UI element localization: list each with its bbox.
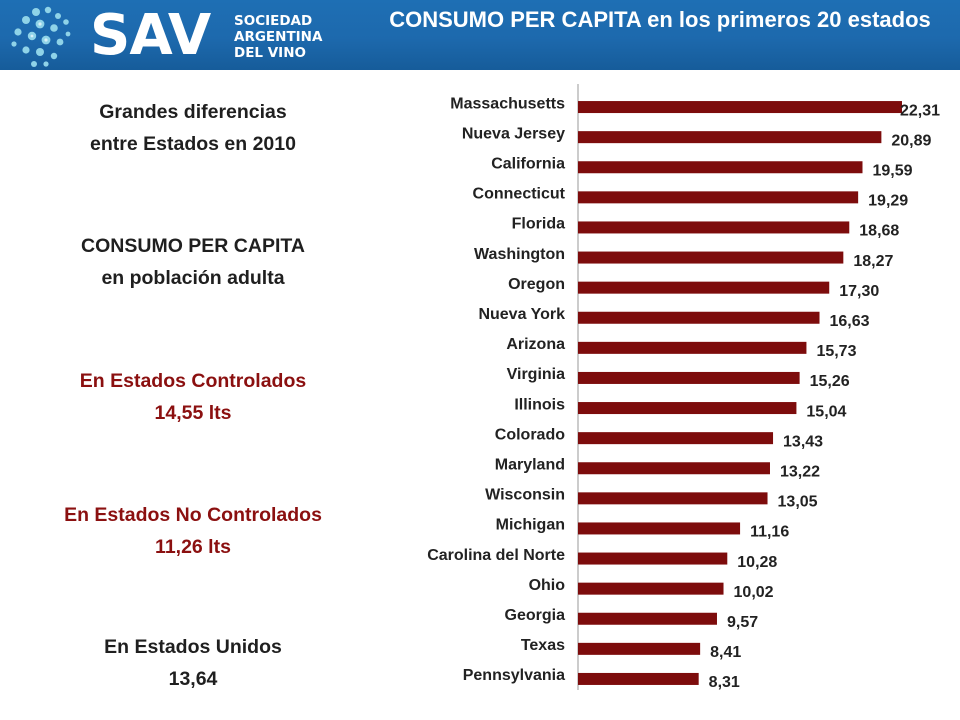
category-label: Michigan <box>496 517 565 534</box>
metric-heading: CONSUMO PER CAPITA en población adulta <box>18 230 368 294</box>
data-label: 18,27 <box>853 253 893 270</box>
category-label: Georgia <box>505 607 566 624</box>
sav-logo: SAV SOCIEDAD ARGENTINA DEL VINO <box>6 3 322 68</box>
metric-heading-line-2: en población adulta <box>101 267 285 289</box>
grape-dots-icon <box>11 6 71 67</box>
logo-subtitle: SOCIEDAD ARGENTINA DEL VINO <box>234 13 344 61</box>
category-label: Massachusetts <box>450 95 565 112</box>
data-label: 18,68 <box>859 223 899 240</box>
bar <box>578 161 863 174</box>
bar <box>578 612 717 625</box>
bar <box>578 131 882 144</box>
us-total-stat: En Estados Unidos 13,64 <box>18 631 368 695</box>
category-label: Wisconsin <box>485 487 565 504</box>
us-total-label: En Estados Unidos <box>104 636 282 658</box>
chart-title: CONSUMO PER CAPITA en los primeros 20 es… <box>389 7 931 32</box>
header-banner: SAV SOCIEDAD ARGENTINA DEL VINO CONSUMO … <box>0 0 960 70</box>
category-label: Illinois <box>514 396 565 413</box>
category-label: Pennsylvania <box>463 667 565 684</box>
category-label: Oregon <box>508 276 565 293</box>
category-label: Arizona <box>506 336 565 353</box>
summary-heading-line-1: Grandes diferencias <box>99 101 287 123</box>
bar <box>578 492 768 505</box>
category-label: Carolina del Norte <box>427 547 565 564</box>
bar <box>578 432 774 445</box>
data-label: 15,04 <box>806 403 846 420</box>
controlled-states-value: 14,55 lts <box>154 402 232 424</box>
bar <box>578 281 830 294</box>
bar <box>578 101 902 114</box>
bar <box>578 522 741 535</box>
data-label: 16,63 <box>830 313 870 330</box>
bar <box>578 672 699 685</box>
category-label: Washington <box>474 246 565 263</box>
summary-heading: Grandes diferencias entre Estados en 201… <box>18 96 368 160</box>
category-label: Maryland <box>495 456 565 473</box>
bar <box>578 462 770 475</box>
uncontrolled-states-label: En Estados No Controlados <box>64 504 322 526</box>
data-label: 15,26 <box>810 373 850 390</box>
data-label: 11,16 <box>750 524 789 541</box>
bar <box>578 582 724 595</box>
bar <box>578 341 807 354</box>
data-label: 17,30 <box>839 283 879 300</box>
data-label: 10,28 <box>737 554 777 571</box>
data-label: 19,29 <box>868 193 908 210</box>
logo-wordmark: SAV <box>90 3 211 68</box>
category-label: Texas <box>521 637 565 654</box>
data-label: 13,05 <box>778 494 818 511</box>
bar <box>578 642 701 655</box>
summary-heading-line-2: entre Estados en 2010 <box>90 133 296 155</box>
data-label: 20,89 <box>891 132 931 149</box>
bar <box>578 552 728 565</box>
data-label: 19,59 <box>872 162 912 179</box>
uncontrolled-states-value: 11,26 lts <box>155 536 231 558</box>
bar-chart: Massachusetts 22,31 Nueva Jersey 20,89 Calif… <box>427 84 940 691</box>
metric-heading-line-1: CONSUMO PER CAPITA <box>81 235 305 257</box>
bar <box>578 251 844 264</box>
category-label: Nueva York <box>478 306 565 323</box>
category-label: Colorado <box>495 426 565 443</box>
data-label: 10,02 <box>734 584 774 601</box>
logo-line-3: DEL VINO <box>234 45 306 61</box>
category-label: Virginia <box>507 366 565 383</box>
category-label: Ohio <box>529 577 566 594</box>
data-label: 9,57 <box>727 614 758 631</box>
data-label: 8,41 <box>710 644 741 661</box>
logo-line-1: SOCIEDAD <box>234 13 313 29</box>
data-label: 13,43 <box>783 433 823 450</box>
data-label: 22,31 <box>900 102 940 119</box>
category-label: Nueva Jersey <box>462 125 565 142</box>
data-label: 8,31 <box>709 674 740 691</box>
data-label: 15,73 <box>816 343 856 360</box>
us-total-value: 13,64 <box>168 668 218 690</box>
logo-line-2: ARGENTINA <box>234 29 323 45</box>
category-label: Florida <box>512 216 565 233</box>
bar <box>578 402 797 415</box>
bar <box>578 221 850 234</box>
category-label: California <box>491 155 565 172</box>
data-label: 13,22 <box>780 463 820 480</box>
bar <box>578 311 820 324</box>
category-label: Connecticut <box>473 186 566 203</box>
bar <box>578 191 859 204</box>
controlled-states-label: En Estados Controlados <box>79 370 307 392</box>
uncontrolled-states-stat: En Estados No Controlados 11,26 lts <box>18 499 368 563</box>
controlled-states-stat: En Estados Controlados 14,55 lts <box>18 365 368 429</box>
bar <box>578 371 800 384</box>
